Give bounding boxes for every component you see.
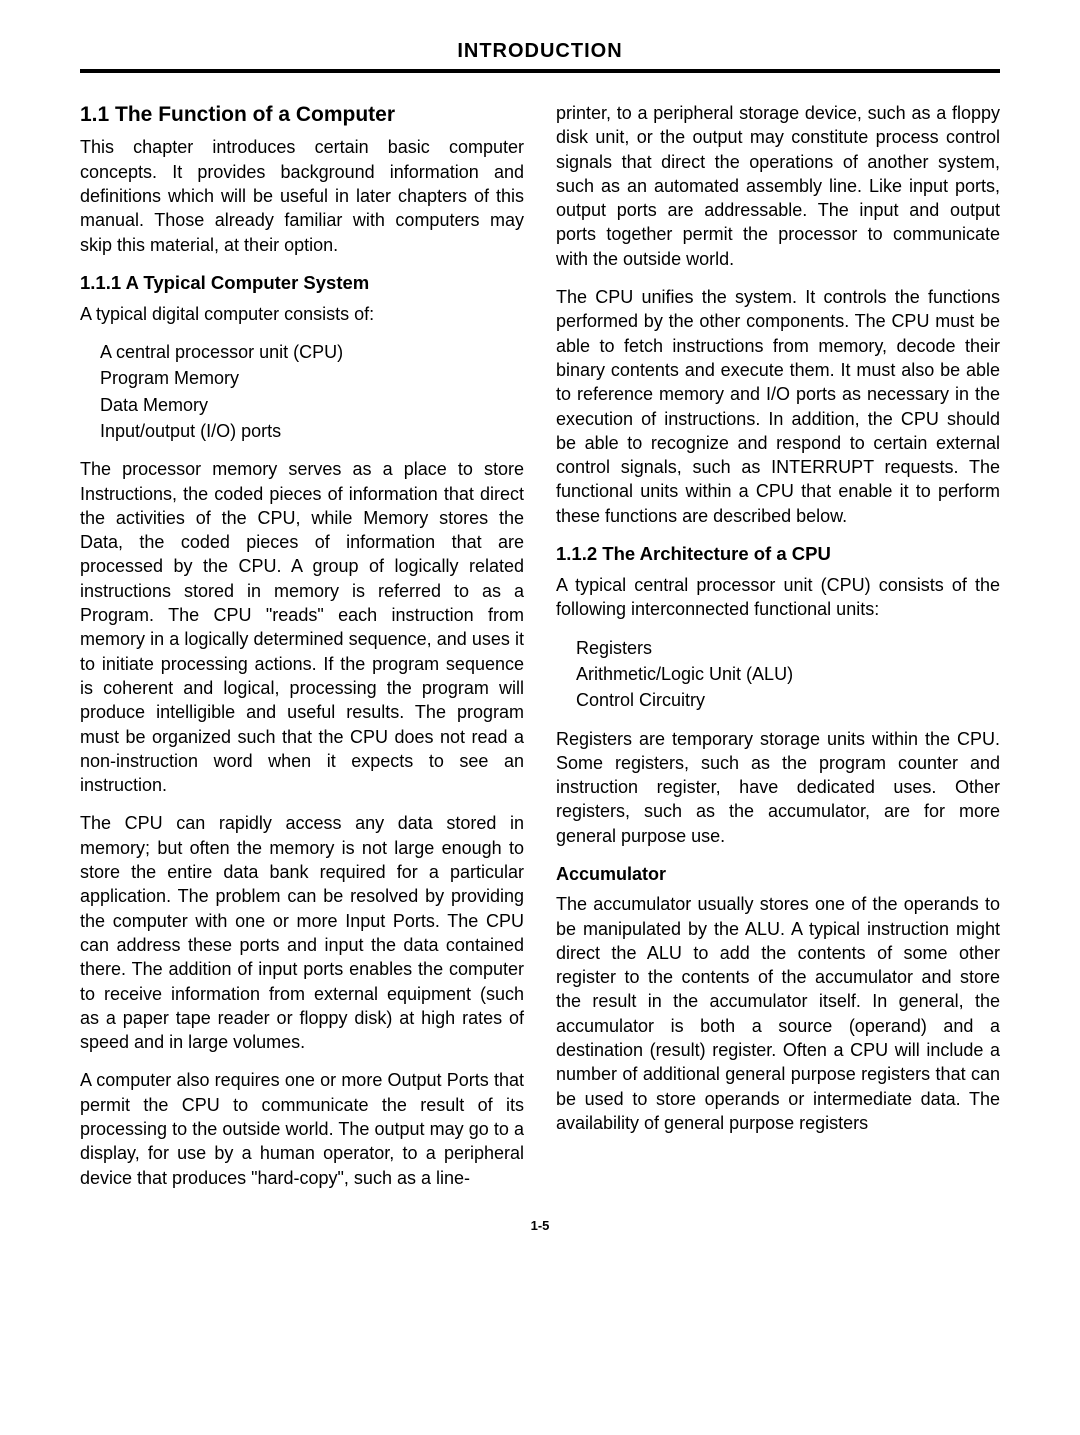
- list-item: Data Memory: [100, 393, 524, 417]
- paragraph-accumulator: The accumulator usually stores one of th…: [556, 892, 1000, 1135]
- list-item: Control Circuitry: [576, 688, 1000, 712]
- paragraph-processor: The processor memory serves as a place t…: [80, 457, 524, 797]
- list-item: Input/output (I/O) ports: [100, 419, 524, 443]
- paragraph-intro: This chapter introduces certain basic co…: [80, 135, 524, 256]
- list-item: A central processor unit (CPU): [100, 340, 524, 364]
- list-item: Program Memory: [100, 366, 524, 390]
- left-column: 1.1 The Function of a Computer This chap…: [80, 101, 524, 1190]
- right-column: printer, to a peripheral storage device,…: [556, 101, 1000, 1190]
- paragraph-cpu-unifies: The CPU unifies the system. It controls …: [556, 285, 1000, 528]
- paragraph-typical: A typical digital computer consists of:: [80, 302, 524, 326]
- heading-1-1: 1.1 The Function of a Computer: [80, 101, 524, 129]
- columns: 1.1 The Function of a Computer This chap…: [80, 101, 1000, 1190]
- page-number: 1-5: [80, 1218, 1000, 1233]
- list-item: Registers: [576, 636, 1000, 660]
- paragraph-output: A computer also requires one or more Out…: [80, 1068, 524, 1189]
- heading-1-1-2: 1.1.2 The Architecture of a CPU: [556, 542, 1000, 567]
- paragraph-printer: printer, to a peripheral storage device,…: [556, 101, 1000, 271]
- page-header: INTRODUCTION: [80, 40, 1000, 73]
- paragraph-cpu-access: The CPU can rapidly access any data stor…: [80, 811, 524, 1054]
- page: INTRODUCTION 1.1 The Function of a Compu…: [0, 0, 1080, 1263]
- list-item: Arithmetic/Logic Unit (ALU): [576, 662, 1000, 686]
- paragraph-registers: Registers are temporary storage units wi…: [556, 727, 1000, 848]
- component-list: A central processor unit (CPU) Program M…: [100, 340, 524, 443]
- heading-accumulator: Accumulator: [556, 862, 1000, 886]
- heading-1-1-1: 1.1.1 A Typical Computer System: [80, 271, 524, 296]
- cpu-units-list: Registers Arithmetic/Logic Unit (ALU) Co…: [576, 636, 1000, 713]
- paragraph-arch: A typical central processor unit (CPU) c…: [556, 573, 1000, 622]
